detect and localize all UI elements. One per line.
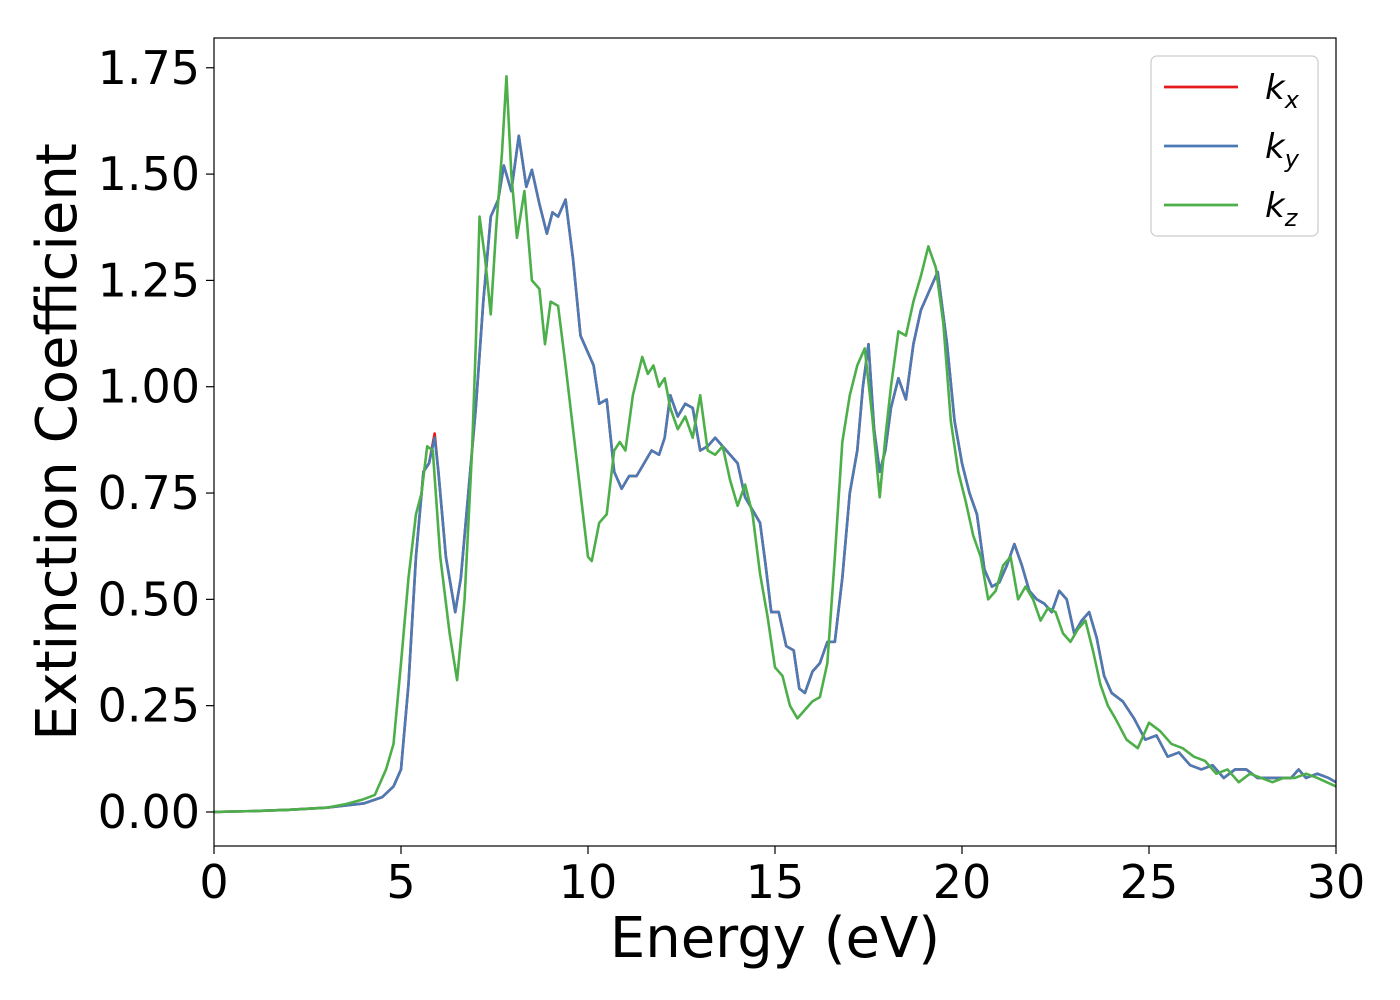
series-line-z [214, 74, 1336, 814]
x-tick-label: 5 [386, 855, 415, 909]
y-tick-label: 1.75 [98, 41, 200, 95]
legend: kx ky kz [1150, 55, 1319, 237]
series-line-y [214, 134, 1336, 814]
x-tick-label: 25 [1120, 855, 1179, 909]
x-tick-label: 20 [933, 855, 992, 909]
legend-label-z: kz [1265, 186, 1299, 232]
y-tick-label: 0.50 [98, 572, 200, 626]
x-tick-label: 15 [746, 855, 805, 909]
x-tick-label: 0 [199, 855, 228, 909]
legend-label-y: ky [1265, 127, 1300, 173]
y-tick-label: 0.25 [98, 679, 200, 733]
x-tick-label: 10 [559, 855, 618, 909]
x-tick-label: 30 [1307, 855, 1366, 909]
y-tick-label: 1.25 [98, 253, 200, 307]
x-axis: 0 5 10 15 20 25 30 [199, 846, 1365, 909]
y-axis-label: Extinction Coefficient [25, 143, 90, 741]
y-axis: 0.00 0.25 0.50 0.75 1.00 1.25 1.50 1.75 [98, 41, 214, 839]
y-tick-label: 0.75 [98, 466, 200, 520]
y-tick-label: 1.00 [98, 360, 200, 414]
x-axis-label: Energy (eV) [610, 906, 940, 971]
y-tick-label: 1.50 [98, 147, 200, 201]
legend-label-x: kx [1265, 68, 1300, 114]
y-tick-label: 0.00 [98, 785, 200, 839]
series-layer [214, 74, 1336, 814]
